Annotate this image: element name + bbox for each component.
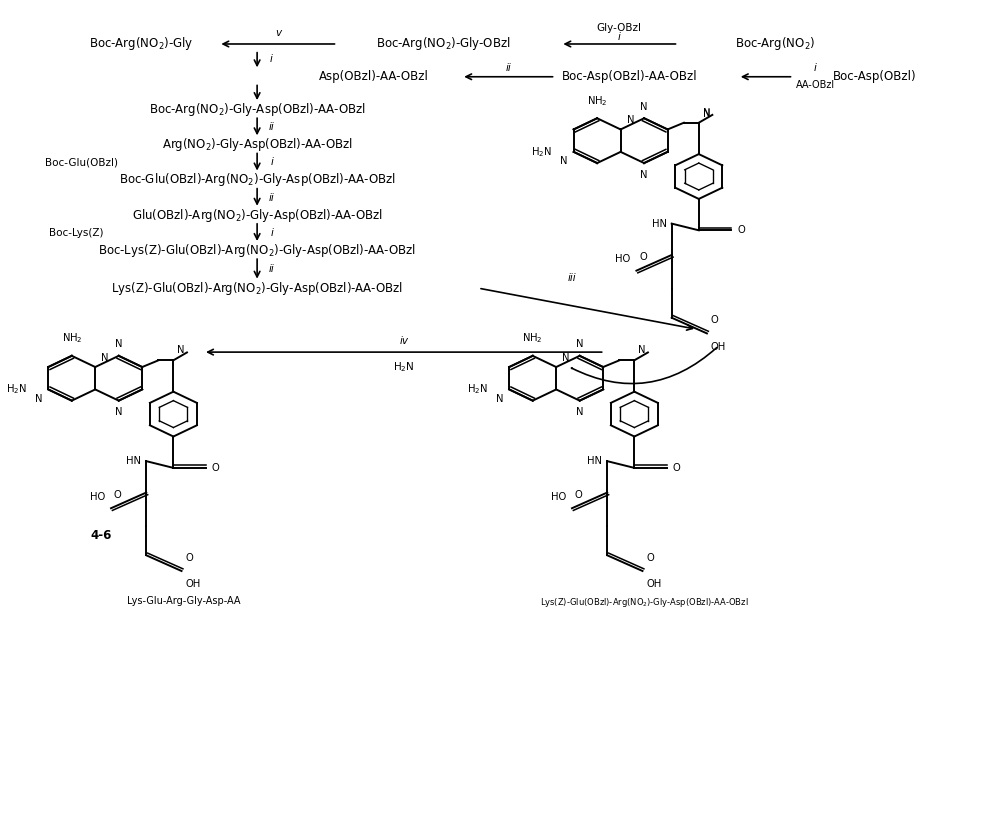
Text: HN: HN — [126, 456, 141, 466]
Text: O: O — [737, 225, 745, 235]
Text: N: N — [115, 339, 122, 349]
Text: N: N — [703, 109, 710, 118]
Text: Boc-Lys(Z): Boc-Lys(Z) — [49, 228, 103, 238]
Text: i: i — [270, 53, 272, 64]
Text: H$_2$N: H$_2$N — [467, 382, 487, 396]
Text: i: i — [814, 62, 817, 72]
Text: Boc-Lys(Z)-Glu(OBzl)-Arg(NO$_2$)-Gly-Asp(OBzl)-AA-OBzl: Boc-Lys(Z)-Glu(OBzl)-Arg(NO$_2$)-Gly-Asp… — [98, 242, 416, 259]
Text: Boc-Asp(OBzl): Boc-Asp(OBzl) — [833, 70, 917, 83]
Text: i: i — [271, 228, 273, 238]
Text: 4-6: 4-6 — [90, 529, 112, 542]
Text: HN: HN — [652, 219, 667, 229]
Text: N: N — [177, 345, 185, 355]
Text: NH$_2$: NH$_2$ — [62, 331, 82, 345]
Text: NH$_2$: NH$_2$ — [522, 331, 543, 345]
Text: HO: HO — [90, 492, 105, 501]
Text: Boc-Glu(OBzl): Boc-Glu(OBzl) — [45, 157, 118, 168]
Text: OH: OH — [711, 342, 726, 352]
Text: Lys(Z)-Glu(OBzl)-Arg(NO$_2$)-Gly-Asp(OBzl)-AA-OBzl: Lys(Z)-Glu(OBzl)-Arg(NO$_2$)-Gly-Asp(OBz… — [111, 279, 403, 297]
Text: N: N — [638, 345, 646, 355]
Text: Lys(Z)-Glu(OBzl)-Arg(NO$_2$)-Gly-Asp(OBzl)-AA-OBzl: Lys(Z)-Glu(OBzl)-Arg(NO$_2$)-Gly-Asp(OBz… — [540, 596, 749, 608]
Text: OH: OH — [185, 580, 201, 589]
Text: v: v — [275, 28, 281, 39]
Text: H$_2$N: H$_2$N — [393, 360, 415, 374]
Text: N: N — [35, 394, 42, 404]
Text: O: O — [646, 553, 654, 563]
Text: HO: HO — [615, 254, 630, 264]
Text: i: i — [618, 32, 620, 43]
Text: ii: ii — [269, 192, 275, 202]
Text: N: N — [640, 169, 648, 180]
Text: Boc-Arg(NO$_2$): Boc-Arg(NO$_2$) — [735, 35, 816, 53]
Text: NH$_2$: NH$_2$ — [587, 94, 607, 108]
Text: Arg(NO$_2$)-Gly-Asp(OBzl)-AA-OBzl: Arg(NO$_2$)-Gly-Asp(OBzl)-AA-OBzl — [162, 136, 353, 153]
Text: Boc-Asp(OBzl)-AA-OBzl: Boc-Asp(OBzl)-AA-OBzl — [562, 70, 698, 83]
Text: Boc-Arg(NO$_2$)-Gly: Boc-Arg(NO$_2$)-Gly — [89, 35, 193, 53]
Text: AA-OBzl: AA-OBzl — [796, 80, 835, 90]
Text: N: N — [562, 353, 570, 363]
Text: O: O — [114, 490, 122, 500]
Text: N: N — [496, 394, 503, 404]
Text: O: O — [711, 315, 719, 326]
Text: H$_2$N: H$_2$N — [531, 145, 552, 159]
Text: ii: ii — [506, 62, 511, 72]
Text: Boc-Arg(NO$_2$)-Gly-Asp(OBzl)-AA-OBzl: Boc-Arg(NO$_2$)-Gly-Asp(OBzl)-AA-OBzl — [149, 101, 366, 118]
Text: ii: ii — [269, 122, 275, 132]
Text: N: N — [627, 115, 634, 125]
Text: Asp(OBzl)-AA-OBzl: Asp(OBzl)-AA-OBzl — [319, 70, 429, 83]
Text: H$_2$N: H$_2$N — [6, 382, 26, 396]
Text: ii: ii — [269, 265, 275, 275]
Text: N: N — [576, 407, 583, 418]
Text: N: N — [115, 407, 122, 418]
Text: Boc-Glu(OBzl)-Arg(NO$_2$)-Gly-Asp(OBzl)-AA-OBzl: Boc-Glu(OBzl)-Arg(NO$_2$)-Gly-Asp(OBzl)-… — [119, 172, 395, 188]
Text: N: N — [101, 353, 109, 363]
Text: Glu(OBzl)-Arg(NO$_2$)-Gly-Asp(OBzl)-AA-OBzl: Glu(OBzl)-Arg(NO$_2$)-Gly-Asp(OBzl)-AA-O… — [132, 206, 383, 224]
Text: HN: HN — [587, 456, 602, 466]
Text: O: O — [575, 490, 583, 500]
Text: i: i — [271, 157, 273, 168]
Text: iv: iv — [399, 336, 408, 346]
Text: Lys-Glu-Arg-Gly-Asp-AA: Lys-Glu-Arg-Gly-Asp-AA — [127, 596, 240, 606]
Text: Gly-OBzl: Gly-OBzl — [596, 23, 641, 34]
Text: N: N — [640, 102, 648, 112]
Text: HO: HO — [551, 492, 566, 501]
Text: O: O — [212, 463, 220, 473]
FancyArrowPatch shape — [572, 348, 717, 384]
Text: Boc-Arg(NO$_2$)-Gly-OBzl: Boc-Arg(NO$_2$)-Gly-OBzl — [376, 35, 511, 53]
Text: OH: OH — [646, 580, 662, 589]
Text: O: O — [639, 252, 647, 262]
Text: N: N — [560, 156, 568, 166]
Text: N: N — [703, 108, 710, 118]
Text: N: N — [576, 339, 583, 349]
Text: O: O — [673, 463, 681, 473]
Text: O: O — [185, 553, 193, 563]
Text: iii: iii — [568, 273, 577, 284]
